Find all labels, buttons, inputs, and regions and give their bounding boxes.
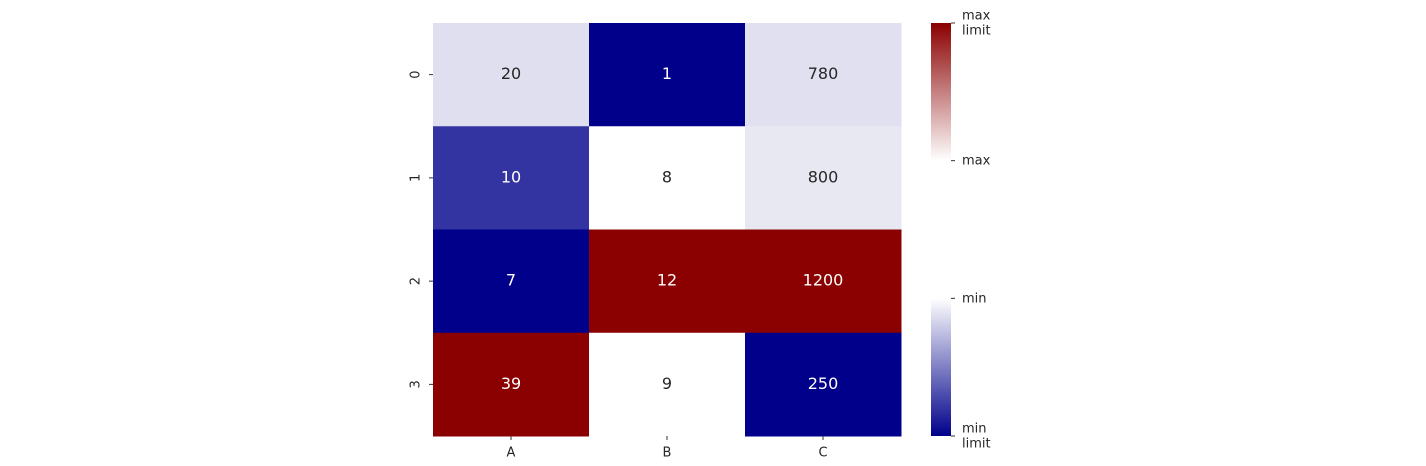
cell-label: 10 xyxy=(501,167,521,186)
cell xyxy=(433,332,590,437)
cell-label: 1200 xyxy=(803,271,844,290)
cell-label: 1 xyxy=(662,64,672,83)
cell xyxy=(745,229,902,334)
cell-label: 20 xyxy=(501,64,521,83)
cell xyxy=(589,332,746,437)
cell-label: 250 xyxy=(808,374,839,393)
cell xyxy=(433,229,590,334)
y-tick-label: 1 xyxy=(409,174,424,182)
cell xyxy=(589,229,746,334)
cell xyxy=(745,332,902,437)
cell-label: 800 xyxy=(808,167,839,186)
x-tick-label: A xyxy=(507,446,516,461)
cell xyxy=(589,23,746,127)
x-tick-label: B xyxy=(663,446,672,461)
cell xyxy=(589,126,746,230)
y-tick-label: 0 xyxy=(409,70,424,78)
x-tick-label: C xyxy=(818,446,827,461)
colorbar-label: max limit xyxy=(962,8,991,38)
y-tick-label: 3 xyxy=(409,380,424,388)
y-tick-label: 2 xyxy=(409,277,424,285)
cell-label: 7 xyxy=(506,271,516,290)
cell xyxy=(745,23,902,127)
colorbar-label: min limit xyxy=(962,421,991,451)
cell-label: 12 xyxy=(657,271,677,290)
colorbar-label: min xyxy=(962,291,987,306)
cell-label: 39 xyxy=(501,374,521,393)
colorbar xyxy=(931,23,951,436)
cell-label: 8 xyxy=(662,167,672,186)
cell-label: 780 xyxy=(808,64,839,83)
cell-label: 9 xyxy=(662,374,672,393)
cell xyxy=(433,126,590,230)
cell xyxy=(433,23,590,127)
colorbar-label: max xyxy=(962,153,991,168)
cell xyxy=(745,126,902,230)
